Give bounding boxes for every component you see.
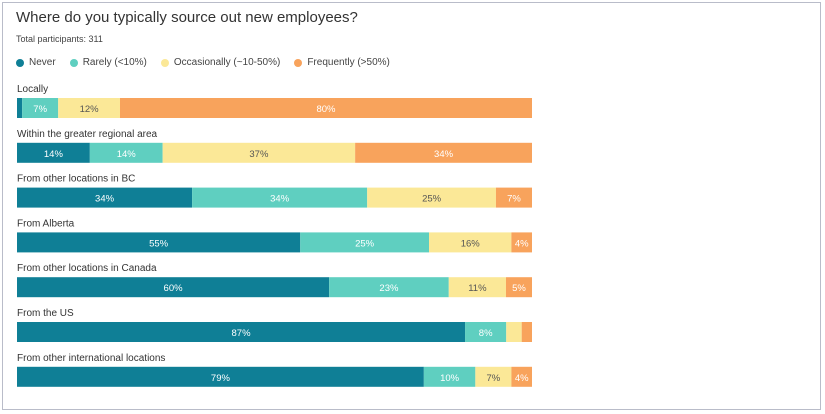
data-label: 23% — [379, 283, 399, 294]
bar-segment-occasionally-10-50 — [448, 277, 506, 298]
category-label: Within the greater regional area — [17, 129, 158, 140]
data-label: 87% — [232, 328, 252, 339]
legend-label-frequently: Frequently (>50%) — [307, 57, 390, 68]
bar-segment-never — [17, 98, 23, 118]
data-label: 34% — [95, 194, 115, 205]
data-label: 14% — [44, 149, 64, 160]
data-label: 25% — [355, 238, 375, 249]
bar-segment-never — [17, 232, 301, 253]
bar-row-from-alberta: From Alberta 55% 25% 16% 4% — [17, 218, 532, 253]
bar-segment-rarely-10 — [22, 98, 59, 118]
legend-item-frequently: Frequently (>50%) — [294, 57, 390, 68]
bar-segment-rarely-10 — [192, 187, 368, 208]
data-label: 34% — [434, 149, 454, 160]
category-label: From other locations in Canada — [17, 263, 157, 274]
data-label: 4% — [515, 373, 529, 384]
bar-segment-occasionally-10-50 — [429, 232, 512, 253]
bar-segment-never — [17, 366, 424, 387]
bar-row-from-the-us: From the US 87% 8% — [17, 308, 532, 342]
bar-row-locally: Locally 7% 12% 80% — [17, 84, 532, 118]
bar-row-from-other-international-locations: From other international locations 79% 10%… — [17, 353, 532, 387]
chart-title: Where do you typically source out new em… — [16, 9, 358, 26]
bar-segment-frequently-50 — [355, 142, 532, 163]
legend-label-occasionally: Occasionally (~10-50%) — [173, 57, 281, 68]
bar-segment-frequently-50 — [120, 98, 532, 118]
legend-label-rarely: Rarely (<10%) — [82, 57, 147, 68]
bar-segment-never — [17, 277, 330, 298]
chart-legend: Never Rarely (<10%) Occasionally (~10-50… — [16, 57, 404, 68]
bar-segment-frequently-50 — [511, 232, 532, 253]
bar-segment-never — [17, 142, 90, 163]
data-label: 10% — [440, 373, 460, 384]
bar-segment-rarely-10 — [300, 232, 429, 253]
bar-row-within-the-greater-regional-area: Within the greater regional area 14% 14% 37… — [17, 129, 532, 163]
bar-segment-occasionally-10-50 — [475, 366, 512, 387]
bar-segment-rarely-10 — [465, 322, 507, 342]
data-label: 7% — [487, 373, 501, 384]
category-label: From the US — [17, 308, 74, 319]
bar-row-from-other-locations-in-canada: From other locations in Canada 60% 23% 11% 5… — [17, 263, 532, 298]
bar-segment-never — [17, 322, 466, 342]
legend-swatch-never — [16, 58, 24, 67]
data-label: 55% — [149, 238, 169, 249]
data-label: 80% — [316, 104, 336, 115]
legend-item-never: Never — [16, 57, 56, 68]
bar-segment-frequently-50 — [495, 187, 532, 208]
data-label: 37% — [249, 149, 269, 160]
bar-row-from-other-locations-in-bc: From other locations in BC 34% 34% 25% 7% — [17, 174, 532, 208]
bar-segment-frequently-50 — [521, 322, 532, 342]
bar-segment-frequently-50 — [511, 366, 532, 387]
legend-swatch-rarely — [69, 58, 78, 67]
data-label: 7% — [507, 194, 521, 205]
bar-segment-rarely-10 — [423, 366, 476, 387]
category-label: From Alberta — [17, 218, 75, 229]
bar-segment-rarely-10 — [329, 277, 449, 298]
legend-item-occasionally: Occasionally (~10-50%) — [160, 57, 281, 68]
data-label: 5% — [512, 283, 526, 294]
data-label: 8% — [479, 328, 493, 339]
category-label: From other international locations — [17, 353, 165, 364]
category-label: Locally — [17, 84, 48, 95]
data-label: 60% — [164, 283, 184, 294]
bar-segment-frequently-50 — [505, 277, 532, 298]
bar-segment-occasionally-10-50 — [58, 98, 120, 118]
legend-label-never: Never — [29, 57, 56, 68]
data-label: 14% — [117, 149, 137, 160]
data-label: 4% — [515, 238, 529, 249]
data-label: 34% — [270, 194, 290, 205]
bar-segment-occasionally-10-50 — [506, 322, 522, 342]
data-label: 7% — [33, 104, 47, 115]
legend-item-rarely: Rarely (<10%) — [69, 57, 147, 68]
legend-swatch-frequently — [294, 58, 303, 67]
data-label: 16% — [461, 238, 481, 249]
bar-segment-occasionally-10-50 — [162, 142, 356, 163]
bar-segment-never — [17, 187, 193, 208]
data-label: 12% — [80, 104, 100, 115]
data-label: 11% — [468, 283, 487, 294]
legend-swatch-occasionally — [160, 58, 169, 67]
data-label: 25% — [422, 194, 442, 205]
data-label: 79% — [211, 373, 231, 384]
bar-segment-occasionally-10-50 — [367, 187, 496, 208]
bar-segment-rarely-10 — [89, 142, 163, 163]
chart-subtitle: Total participants: 311 — [16, 34, 103, 44]
category-label: From other locations in BC — [17, 174, 135, 185]
